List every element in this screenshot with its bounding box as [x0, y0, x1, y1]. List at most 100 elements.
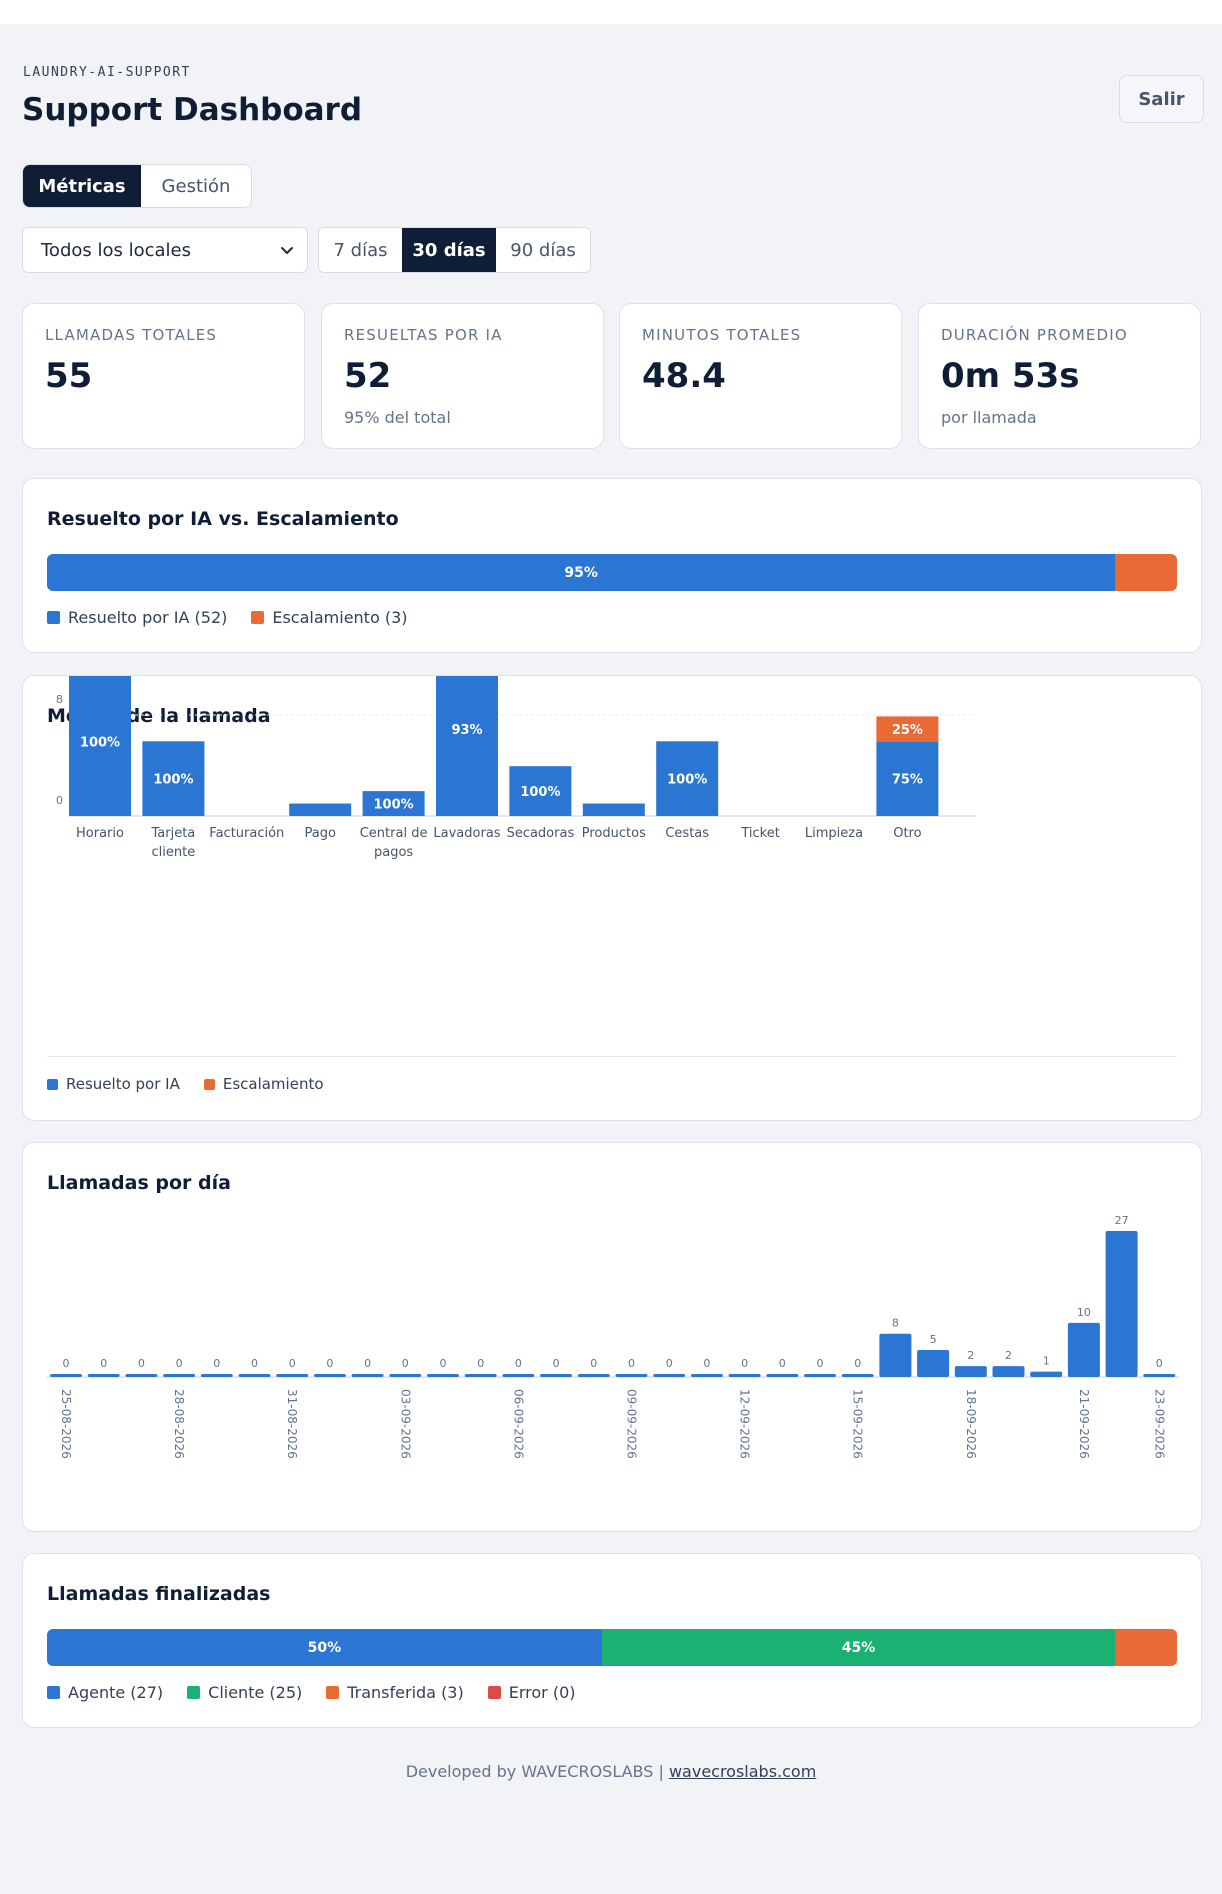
x-tick-label: 18-09-2026: [964, 1389, 978, 1459]
daily-bar: [276, 1374, 309, 1377]
bar-resolved: [582, 803, 645, 816]
endings-title: Llamadas finalizadas: [47, 1583, 271, 1605]
bar-data-label: 5: [930, 1333, 937, 1346]
bar-resolved: [656, 741, 719, 816]
bar-resolved: [876, 741, 939, 816]
x-tick-label: 12-09-2026: [738, 1389, 752, 1459]
daily-bar: [540, 1374, 573, 1377]
bar-data-label: 0: [440, 1357, 447, 1370]
daily-bar: [841, 1374, 874, 1377]
bar-data-label: 0: [553, 1357, 560, 1370]
bar-data-label: 93%: [451, 723, 482, 738]
x-tick-label: Lavadoras: [433, 826, 500, 841]
daily-bar: [313, 1374, 346, 1377]
stat-value: 55: [45, 356, 93, 396]
daily-bar: [690, 1374, 723, 1377]
footer-link[interactable]: wavecroslabs.com: [668, 1762, 817, 1781]
daily-bar: [163, 1374, 196, 1377]
endings-segment: [1115, 1629, 1177, 1666]
bar-data-label: 0: [63, 1357, 70, 1370]
daily-bar: [87, 1374, 120, 1377]
chevron-down-icon: [281, 247, 293, 254]
divider: [47, 1056, 1177, 1057]
daily-bar: [1105, 1231, 1138, 1377]
bar-data-label: 0: [854, 1357, 861, 1370]
logout-button[interactable]: Salir: [1119, 75, 1204, 123]
bar-data-label: 1: [1043, 1355, 1050, 1368]
footer: Developed by WAVECROSLABS | wavecroslabs…: [0, 1762, 1222, 1781]
legend-label: Cliente (25): [208, 1683, 303, 1702]
endings-legend-item: Error (0): [487, 1683, 576, 1702]
daily-bar: [502, 1374, 535, 1377]
x-tick-label: Pago: [304, 826, 335, 841]
x-tick-label: 06-09-2026: [511, 1389, 525, 1459]
daily-bar: [992, 1366, 1025, 1377]
reasons-card: Motivo de la llamada 1580100%Horario100%…: [22, 675, 1202, 1121]
x-tick-label: 23-09-2026: [1152, 1389, 1166, 1459]
bar-data-label: 2: [1005, 1349, 1012, 1362]
resolution-legend-item: Resuelto por IA (52): [47, 608, 227, 627]
period-90-days[interactable]: 90 días: [510, 239, 576, 261]
legend-swatch: [203, 1078, 215, 1090]
endings-legend-item: Agente (27): [47, 1683, 163, 1702]
bar-resolved: [509, 766, 572, 816]
bar-data-label: 75%: [892, 773, 923, 788]
daily-bar: [917, 1349, 950, 1377]
reasons-legend-item: Resuelto por IA: [47, 1075, 180, 1093]
reasons-legend: Resuelto por IA Escalamiento: [47, 1075, 324, 1093]
x-tick-label: Tarjeta: [151, 826, 196, 841]
bar-resolved: [142, 741, 205, 816]
location-select[interactable]: Todos los locales: [22, 227, 308, 273]
stat-value: 52: [344, 356, 392, 396]
legend-label: Error (0): [508, 1683, 576, 1702]
bar-data-label: 100%: [520, 785, 560, 800]
bar-data-label: 0: [289, 1357, 296, 1370]
x-tick-label: 28-08-2026: [172, 1389, 186, 1459]
legend-swatch: [251, 611, 265, 624]
stat-sub: 95% del total: [344, 408, 451, 427]
legend-label: Agente (27): [68, 1683, 164, 1702]
daily-title: Llamadas por día: [47, 1172, 231, 1194]
period-selector: 7 días 30 días 90 días: [318, 227, 591, 273]
legend-swatch: [47, 1078, 58, 1090]
bar-data-label: 0: [703, 1357, 710, 1370]
period-30-days[interactable]: 30 días: [402, 228, 496, 272]
tab-metricas[interactable]: Métricas: [23, 165, 141, 207]
daily-bar: [389, 1374, 422, 1377]
reasons-chart: 1580100%Horario100%TarjetaclienteFactura…: [56, 676, 975, 860]
bar-data-label: 0: [364, 1357, 371, 1370]
endings-legend: Agente (27) Cliente (25) Transferida (3) Er…: [47, 1683, 575, 1702]
daily-bar: [728, 1374, 761, 1377]
stat-card-total-minutes: MINUTOS TOTALES 48.4: [619, 303, 902, 449]
bar-data-label: 0: [779, 1357, 786, 1370]
stat-sub: por llamada: [941, 408, 1037, 427]
bar-data-label: 0: [477, 1357, 484, 1370]
x-tick-label: 21-09-2026: [1077, 1389, 1091, 1459]
bar-data-label: 25%: [892, 723, 923, 738]
location-select-value: Todos los locales: [41, 239, 191, 261]
stat-label: MINUTOS TOTALES: [642, 326, 802, 344]
stat-value: 48.4: [642, 356, 726, 396]
daily-bar: [954, 1366, 987, 1377]
x-tick-label: 15-09-2026: [851, 1389, 865, 1459]
legend-label: Escalamiento: [222, 1075, 324, 1093]
endings-progress-bar: 50% 45%: [47, 1629, 1177, 1666]
x-tick-label: Productos: [582, 826, 646, 841]
resolution-progress-bar: 95%: [47, 554, 1177, 591]
endings-segment: 50%: [47, 1629, 602, 1666]
bar-data-label: 27: [1115, 1214, 1129, 1227]
x-tick-label: cliente: [152, 845, 196, 860]
legend-swatch: [47, 611, 60, 624]
daily-bar: [125, 1374, 158, 1377]
tab-gestion[interactable]: Gestión: [161, 175, 231, 197]
stat-label: DURACIÓN PROMEDIO: [941, 326, 1128, 344]
bar-data-label: 100%: [80, 735, 120, 750]
daily-bar: [653, 1374, 686, 1377]
bar-data-label: 2: [967, 1349, 974, 1362]
bar-resolved: [436, 676, 498, 816]
resolution-legend: Resuelto por IA (52) Escalamiento (3): [47, 608, 407, 627]
x-tick-label: Horario: [76, 826, 124, 841]
period-7-days[interactable]: 7 días: [333, 239, 388, 261]
legend-label: Transferida (3): [347, 1683, 464, 1702]
stat-card-ai-resolved: RESUELTAS POR IA 52 95% del total: [321, 303, 604, 449]
